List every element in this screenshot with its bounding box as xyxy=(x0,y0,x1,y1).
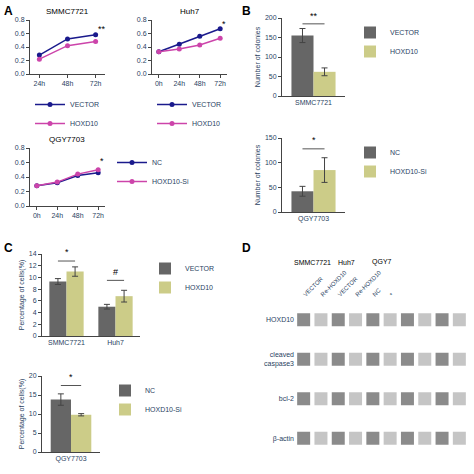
svg-text:SMMC7721: SMMC7721 xyxy=(295,99,332,106)
svg-text:VECTOR: VECTOR xyxy=(337,275,359,297)
svg-text:B: B xyxy=(242,4,251,18)
svg-text:SMMC7721: SMMC7721 xyxy=(46,7,89,16)
svg-text:0: 0 xyxy=(33,448,37,455)
svg-text:48h: 48h xyxy=(62,80,74,87)
svg-text:8: 8 xyxy=(33,286,37,293)
svg-text:0.8: 0.8 xyxy=(137,16,147,23)
svg-text:HOXD10: HOXD10 xyxy=(192,120,220,127)
svg-text:5: 5 xyxy=(33,429,37,436)
svg-text:HOXD10-Si: HOXD10-Si xyxy=(390,168,427,175)
svg-text:Huh7: Huh7 xyxy=(180,7,200,16)
svg-text:150: 150 xyxy=(265,34,277,41)
svg-text:4: 4 xyxy=(33,309,37,316)
svg-text:200: 200 xyxy=(265,14,277,21)
svg-text:0.0: 0.0 xyxy=(137,70,147,77)
svg-text:15: 15 xyxy=(29,391,37,398)
svg-text:72h: 72h xyxy=(92,212,104,219)
svg-text:0.2: 0.2 xyxy=(15,188,25,195)
svg-text:0.4: 0.4 xyxy=(137,43,147,50)
svg-text:24h: 24h xyxy=(173,80,185,87)
svg-text:HOXD10-Si: HOXD10-Si xyxy=(152,178,189,185)
svg-text:VECTOR: VECTOR xyxy=(302,275,324,297)
svg-text:100: 100 xyxy=(265,159,277,166)
svg-text:100: 100 xyxy=(265,53,277,60)
svg-text:24h: 24h xyxy=(34,80,46,87)
svg-text:0.4: 0.4 xyxy=(15,43,25,50)
svg-text:Re-HOXD10: Re-HOXD10 xyxy=(354,269,383,298)
svg-text:10: 10 xyxy=(29,274,37,281)
svg-text:0.0: 0.0 xyxy=(15,70,25,77)
svg-text:Huh7: Huh7 xyxy=(338,259,355,266)
svg-text:48h: 48h xyxy=(72,212,84,219)
svg-text:NC: NC xyxy=(145,387,155,394)
svg-text:HOXD10-Si: HOXD10-Si xyxy=(145,406,182,413)
svg-text:72h: 72h xyxy=(214,80,226,87)
svg-text:0.8: 0.8 xyxy=(15,16,25,23)
svg-text:SMMC7721: SMMC7721 xyxy=(294,259,331,266)
svg-text:VECTOR: VECTOR xyxy=(192,101,221,108)
svg-text:#: # xyxy=(113,267,118,277)
svg-text:12: 12 xyxy=(29,262,37,269)
svg-text:0h: 0h xyxy=(155,80,163,87)
svg-text:0: 0 xyxy=(273,208,277,215)
svg-text:*: * xyxy=(312,135,316,145)
svg-text:HOXD10: HOXD10 xyxy=(266,316,294,323)
svg-text:50: 50 xyxy=(269,184,277,191)
svg-text:0.6: 0.6 xyxy=(15,159,25,166)
svg-text:150: 150 xyxy=(265,134,277,141)
svg-text:Number of colonies: Number of colonies xyxy=(254,26,261,87)
svg-text:cleavedcaspase3: cleavedcaspase3 xyxy=(264,351,294,368)
svg-text:*: * xyxy=(65,247,69,257)
svg-text:HOXD10: HOXD10 xyxy=(390,48,418,55)
svg-text:72h: 72h xyxy=(90,80,102,87)
svg-text:HOXD10: HOXD10 xyxy=(185,284,213,291)
svg-text:0.2: 0.2 xyxy=(137,57,147,64)
svg-text:0: 0 xyxy=(273,92,277,99)
svg-text:**: ** xyxy=(310,11,318,21)
svg-text:Percentage of cells(%): Percentage of cells(%) xyxy=(18,260,26,330)
svg-text:*: * xyxy=(389,291,395,297)
svg-text:HOXD10: HOXD10 xyxy=(70,120,98,127)
svg-text:2: 2 xyxy=(33,321,37,328)
svg-text:NC: NC xyxy=(390,149,400,156)
svg-text:C: C xyxy=(4,241,13,255)
svg-text:VECTOR: VECTOR xyxy=(185,265,214,272)
svg-text:SMMC7721: SMMC7721 xyxy=(48,339,85,346)
svg-text:0h: 0h xyxy=(33,212,41,219)
svg-text:Re-HOXD10: Re-HOXD10 xyxy=(320,269,349,298)
svg-text:0: 0 xyxy=(33,332,37,339)
svg-text:Percentage of cells(%): Percentage of cells(%) xyxy=(18,379,26,449)
svg-text:0.0: 0.0 xyxy=(15,202,25,209)
svg-text:QGY7703: QGY7703 xyxy=(49,135,85,144)
svg-text:A: A xyxy=(4,4,13,18)
svg-text:QGY7703: QGY7703 xyxy=(298,215,329,223)
svg-text:D: D xyxy=(242,241,251,255)
svg-text:20: 20 xyxy=(29,372,37,379)
svg-text:*: * xyxy=(100,156,104,166)
svg-text:0.6: 0.6 xyxy=(137,30,147,37)
svg-text:bcl-2: bcl-2 xyxy=(279,395,294,402)
svg-text:**: ** xyxy=(98,24,106,34)
svg-text:14: 14 xyxy=(29,250,37,257)
svg-text:0.6: 0.6 xyxy=(15,30,25,37)
svg-text:0.4: 0.4 xyxy=(15,173,25,180)
svg-text:VECTOR: VECTOR xyxy=(70,101,99,108)
svg-text:10: 10 xyxy=(29,410,37,417)
svg-text:48h: 48h xyxy=(194,80,206,87)
svg-text:6: 6 xyxy=(33,297,37,304)
svg-text:QGY7: QGY7 xyxy=(372,258,392,266)
svg-text:NC: NC xyxy=(371,287,382,298)
svg-text:0.8: 0.8 xyxy=(15,144,25,151)
svg-text:NC: NC xyxy=(152,159,162,166)
svg-text:24h: 24h xyxy=(51,212,63,219)
svg-text:VECTOR: VECTOR xyxy=(390,29,419,36)
svg-text:β-actin: β-actin xyxy=(273,435,294,443)
svg-text:50: 50 xyxy=(269,73,277,80)
svg-text:Number of colonies: Number of colonies xyxy=(254,144,261,205)
svg-text:*: * xyxy=(222,19,226,29)
svg-text:QGY7703: QGY7703 xyxy=(55,455,86,463)
svg-text:0.2: 0.2 xyxy=(15,57,25,64)
svg-text:Huh7: Huh7 xyxy=(107,339,124,346)
svg-text:*: * xyxy=(69,372,73,382)
